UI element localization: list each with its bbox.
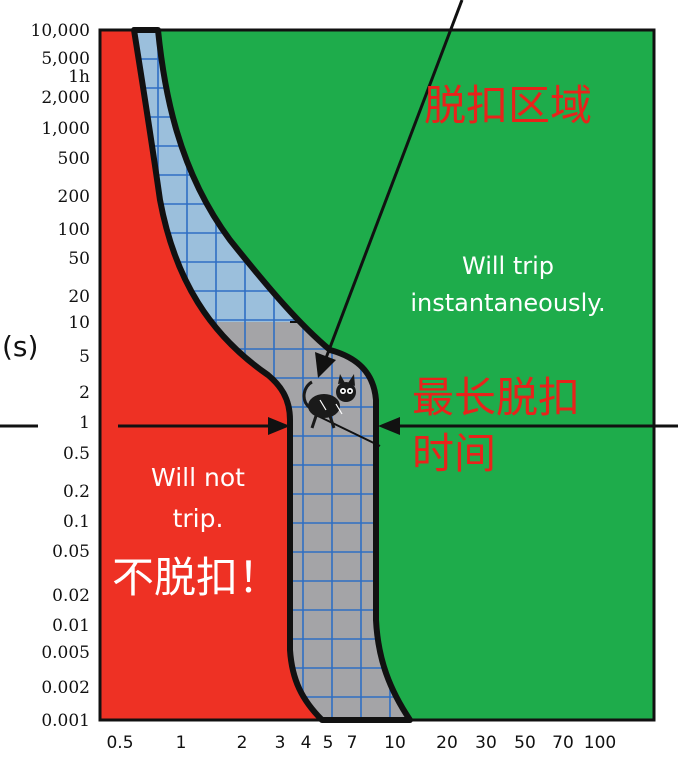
y-tick-label: 10 xyxy=(68,313,90,333)
x-tick-label: 20 xyxy=(436,733,458,753)
y-tick-label: 0.002 xyxy=(41,678,90,698)
y-axis-unit: (s) xyxy=(2,330,38,363)
y-tick-label: 0.2 xyxy=(63,482,90,502)
y-tick-label: 10,000 xyxy=(31,21,90,41)
x-tick-label: 10 xyxy=(384,733,406,753)
band-outline xyxy=(131,27,413,723)
max-trip-time-label-1: 最长脱扣 xyxy=(412,373,580,422)
y-tick-label: 500 xyxy=(58,149,90,169)
x-tick-label: 7 xyxy=(347,733,358,753)
x-tick-label: 2 xyxy=(237,733,248,753)
trip-region-label-en-1: Will trip xyxy=(462,252,554,280)
no-trip-region xyxy=(100,30,322,720)
trip-region-label-en-2: instantaneously. xyxy=(410,289,605,317)
x-tick-label: 30 xyxy=(475,733,497,753)
left-arrow-head xyxy=(268,417,290,435)
x-tick-label: 3 xyxy=(275,733,286,753)
y-tick-label: 0.02 xyxy=(52,586,90,606)
no-trip-label-en-2: trip. xyxy=(173,504,224,533)
x-axis-ticks: 0.5 1 2 3 4 5 7 10 20 30 50 70 100 xyxy=(106,733,616,753)
no-trip-label-cn: 不脱扣！ xyxy=(112,553,280,602)
x-tick-label: 4 xyxy=(301,733,312,753)
y-tick-label: 1,000 xyxy=(41,119,90,139)
y-tick-label: 200 xyxy=(58,187,90,207)
y-tick-label: 1h xyxy=(68,67,90,87)
y-tick-label: 50 xyxy=(68,249,90,269)
no-trip-label-en-1: Will not xyxy=(151,463,245,492)
right-arrow-head xyxy=(378,417,400,435)
y-tick-label: 5,000 xyxy=(41,49,90,69)
x-tick-label: 0.5 xyxy=(106,733,133,753)
y-tick-label: 20 xyxy=(68,287,90,307)
x-tick-label: 1 xyxy=(176,733,187,753)
max-trip-time-label-2: 时间 xyxy=(412,429,496,478)
x-tick-label: 100 xyxy=(584,733,616,753)
y-tick-label: 0.1 xyxy=(63,512,90,532)
y-tick-label: 100 xyxy=(58,220,90,240)
plot-frame xyxy=(98,28,656,722)
x-tick-label: 5 xyxy=(323,733,334,753)
y-tick-label: 1 xyxy=(79,413,90,433)
y-tick-label: 2 xyxy=(79,383,90,403)
trip-region-label-cn: 脱扣区域 xyxy=(424,81,592,130)
y-tick-label: 0.005 xyxy=(41,643,90,663)
y-tick-label: 5 xyxy=(79,347,90,367)
y-tick-label: 2,000 xyxy=(41,88,90,108)
x-tick-label: 70 xyxy=(552,733,574,753)
y-tick-label: 0.05 xyxy=(52,542,90,562)
diagonal-arrow-head xyxy=(315,352,336,378)
x-tick-label: 50 xyxy=(514,733,536,753)
y-tick-label: 0.01 xyxy=(52,616,90,636)
diagonal-arrow-shaft xyxy=(324,0,464,359)
cartoon-cat-icon xyxy=(302,374,381,447)
y-tick-label: 0.5 xyxy=(63,444,90,464)
y-tick-label: 0.001 xyxy=(41,711,90,731)
